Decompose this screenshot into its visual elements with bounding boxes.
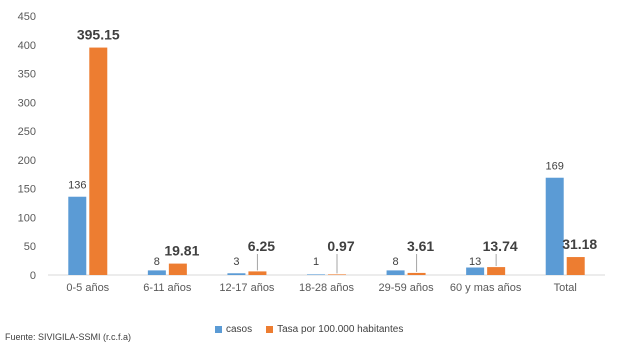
bar-tasa [248, 271, 267, 275]
data-label-tasa: 395.15 [77, 27, 120, 43]
data-label-casos: 8 [154, 256, 160, 268]
bar-casos [466, 267, 485, 275]
source-note: Fuente: SIVIGILA-SSMI (r.c.f.a) [5, 332, 132, 342]
x-tick-label: 6-11 años [143, 282, 192, 294]
legend-swatch-casos [215, 326, 222, 333]
bar-casos [147, 270, 166, 275]
bar-tasa [487, 267, 506, 275]
x-tick-label: 60 y mas años [450, 282, 522, 294]
bar-tasa [89, 47, 108, 276]
x-tick-label: 0-5 años [66, 282, 109, 294]
data-label-casos: 3 [233, 256, 239, 268]
bar-casos [307, 274, 325, 275]
data-label-casos: 8 [393, 256, 399, 268]
y-tick-label: 250 [18, 126, 36, 138]
x-tick-label: 12-17 años [219, 282, 275, 294]
bars [68, 47, 585, 276]
y-tick-label: 350 [18, 69, 36, 81]
data-label-tasa: 13.74 [483, 238, 518, 254]
y-tick-label: 400 [18, 40, 36, 52]
y-tick-label: 200 [18, 155, 36, 167]
data-label-tasa: 0.97 [327, 238, 354, 254]
legend-item-tasa: Tasa por 100.000 habitantes [266, 324, 403, 335]
bar-tasa [168, 263, 187, 275]
legend: casos Tasa por 100.000 habitantes [215, 324, 403, 335]
bar-casos [68, 196, 87, 275]
data-label-tasa: 19.81 [164, 243, 199, 259]
legend-swatch-tasa [266, 326, 274, 333]
y-tick-label: 100 [18, 212, 36, 224]
data-label-tasa: 31.18 [562, 236, 597, 252]
bar-casos [386, 270, 405, 275]
y-axis: 0 50 100 150 200 250 300 350 400 450 [18, 11, 36, 282]
legend-item-casos: casos [215, 324, 252, 335]
data-label-tasa: 6.25 [248, 238, 275, 254]
bar-tasa [407, 272, 426, 275]
data-label-casos: 169 [546, 161, 564, 173]
x-tick-label: 18-28 años [299, 282, 355, 294]
legend-label-casos: casos [226, 324, 253, 335]
data-label-tasa: 3.61 [407, 238, 434, 254]
x-tick-label: 29-59 años [379, 282, 435, 294]
y-tick-label: 0 [30, 270, 36, 282]
x-axis: 0-5 años 6-11 años 12-17 años 18-28 años 29-… [66, 282, 576, 294]
y-tick-label: 300 [18, 97, 36, 109]
y-tick-label: 450 [18, 11, 36, 23]
data-label-casos: 1 [313, 256, 319, 268]
data-label-casos: 13 [469, 256, 481, 268]
x-tick-label: Total [554, 282, 577, 294]
y-tick-label: 150 [18, 184, 36, 196]
bar-tasa [566, 257, 585, 275]
bar-casos [545, 177, 564, 275]
data-label-casos: 136 [68, 180, 86, 192]
bar-casos [227, 273, 246, 275]
bar-tasa [328, 274, 346, 275]
y-tick-label: 50 [24, 241, 36, 253]
legend-label-tasa: Tasa por 100.000 habitantes [277, 324, 404, 335]
